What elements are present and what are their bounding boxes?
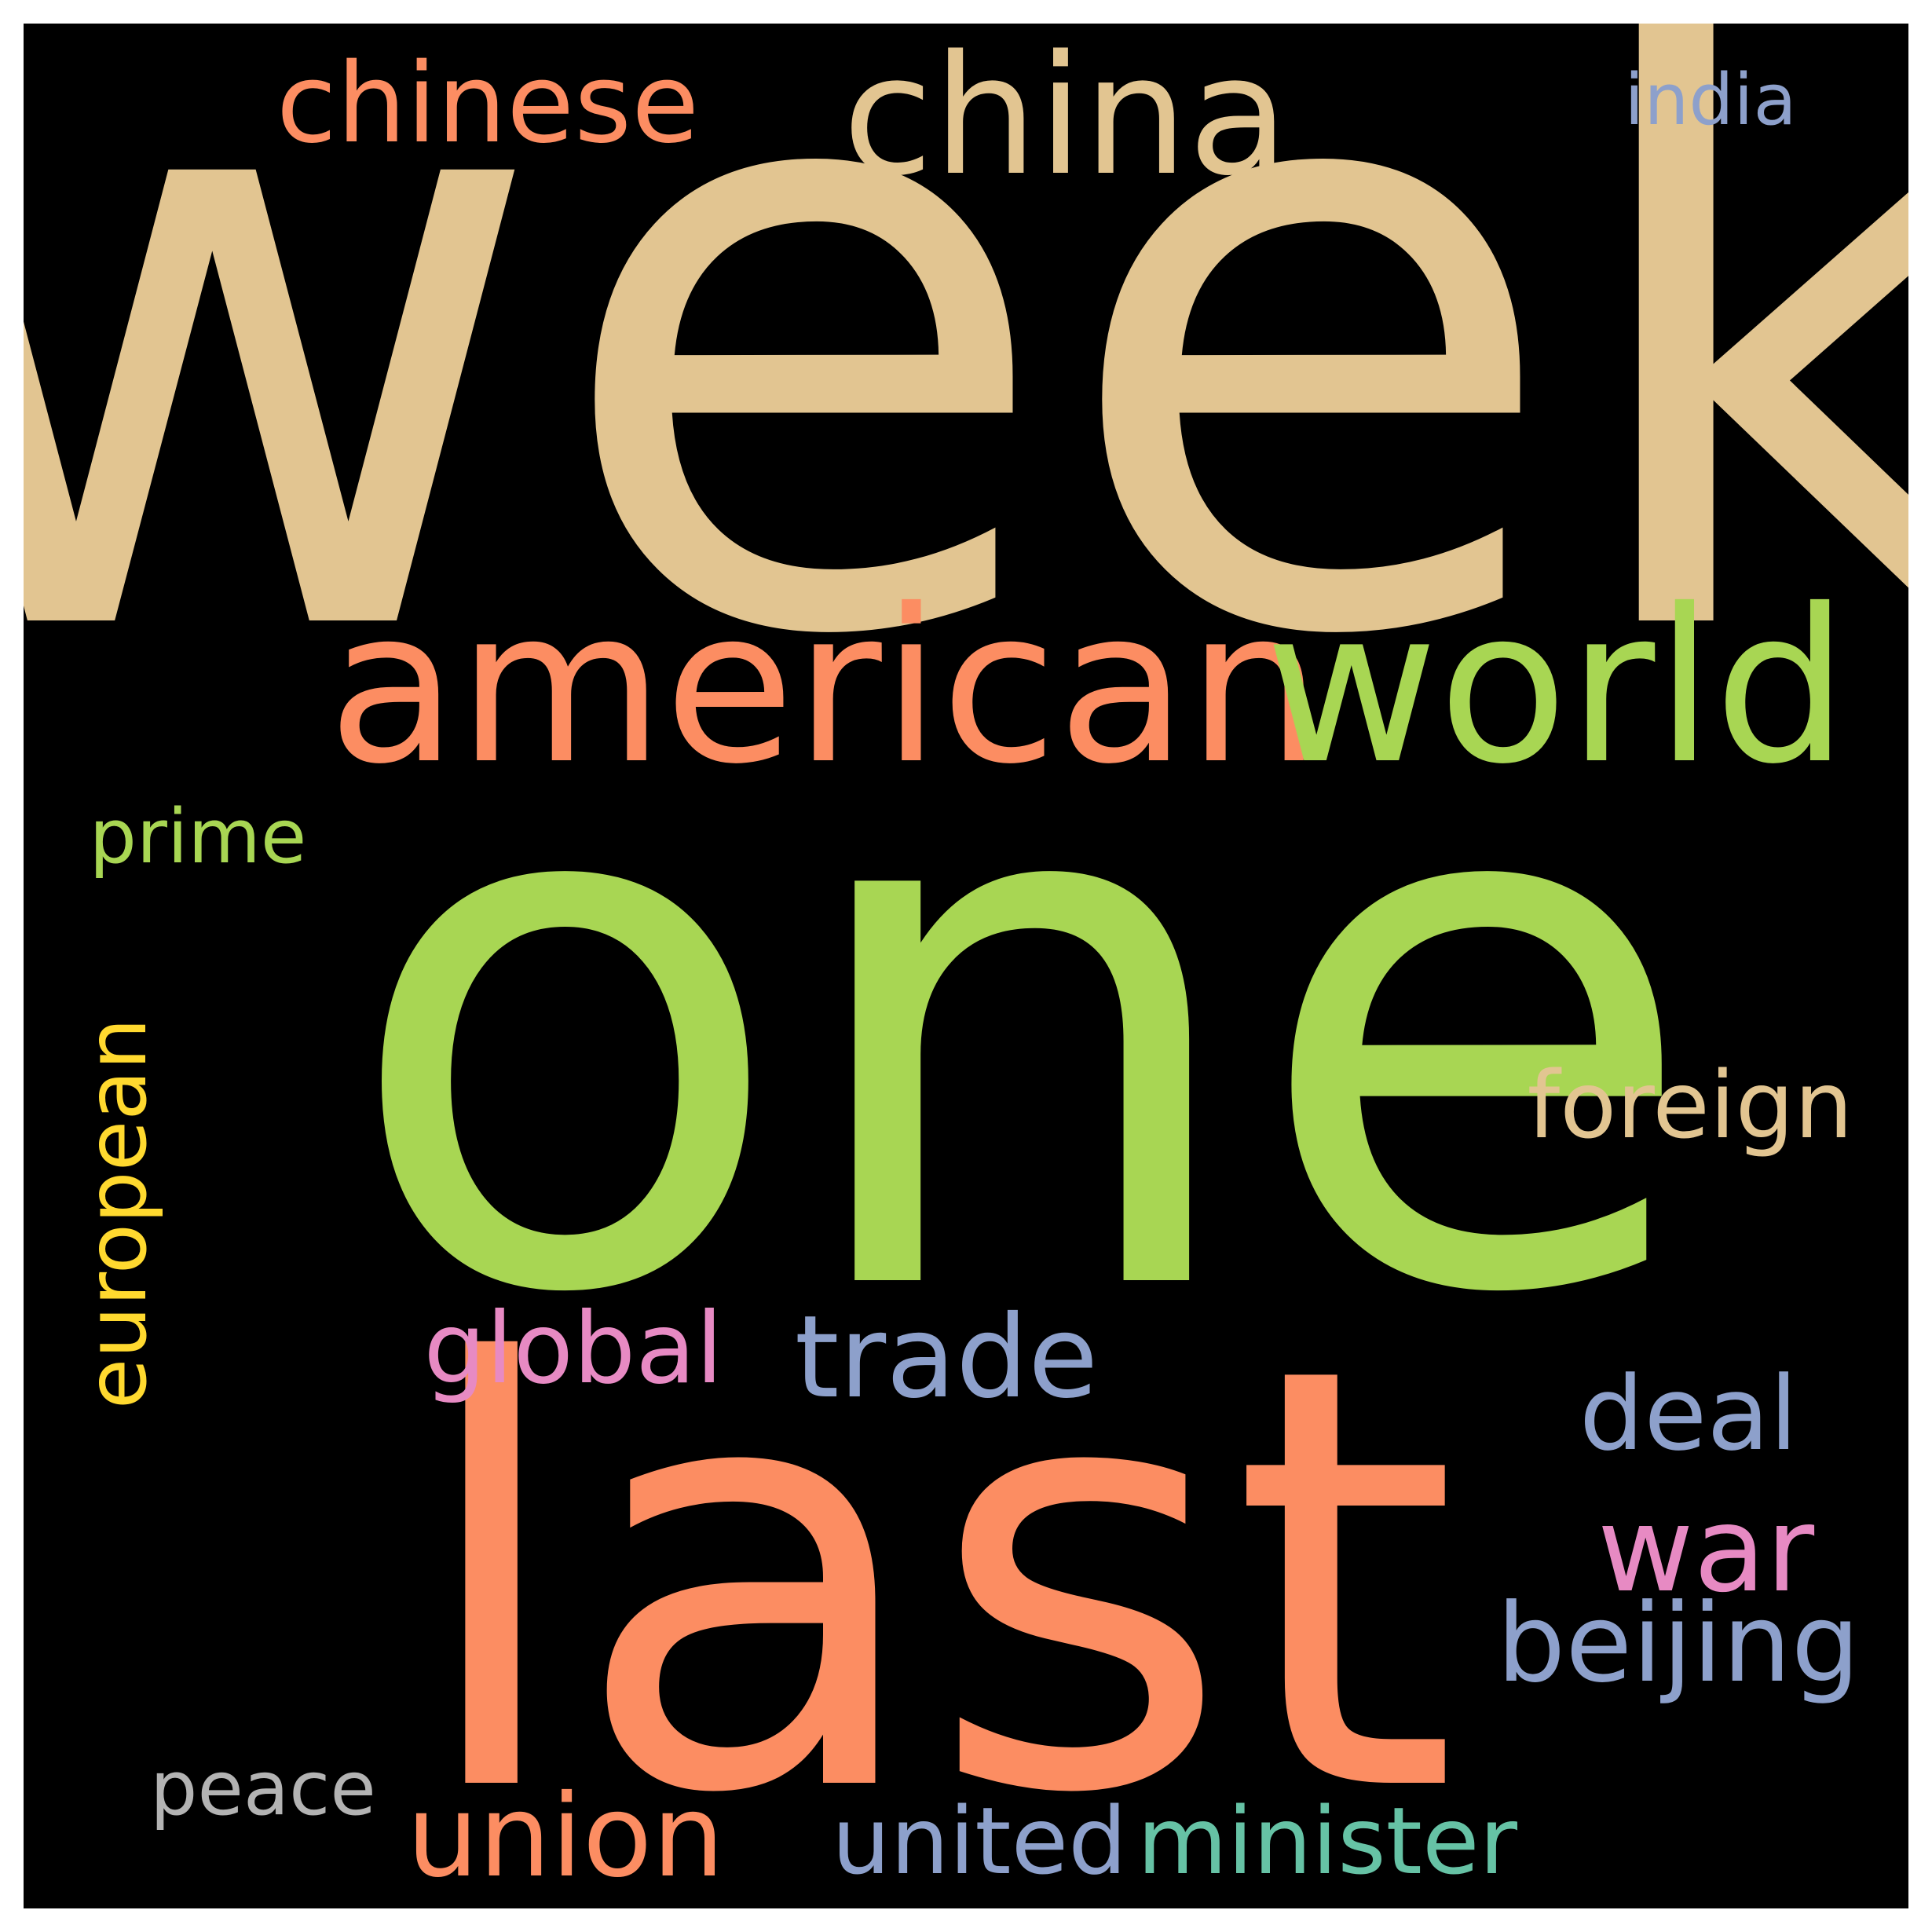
word-chinese: chinese: [276, 40, 700, 168]
word-union: union: [407, 1770, 725, 1903]
word-trade: trade: [795, 1291, 1099, 1424]
word-last: last: [411, 1243, 1459, 1908]
word-united: united: [832, 1787, 1127, 1895]
word-cloud-svg: week one last american world china chine…: [24, 24, 1908, 1908]
word-week: week: [24, 24, 1908, 815]
word-american: american: [327, 563, 1322, 810]
word-european: european: [69, 1018, 165, 1409]
word-beijing: beijing: [1497, 1580, 1861, 1707]
word-prime: prime: [90, 794, 307, 880]
word-one: one: [342, 603, 1701, 1453]
word-china: china: [843, 24, 1290, 212]
word-india: india: [1624, 59, 1796, 141]
word-deal: deal: [1579, 1354, 1798, 1473]
word-cloud: week one last american world china chine…: [24, 24, 1908, 1908]
word-world: world: [1264, 563, 1848, 810]
word-war: war: [1597, 1482, 1815, 1619]
word-minister: minister: [1137, 1787, 1518, 1895]
word-global: global: [423, 1292, 723, 1406]
word-peace: peace: [150, 1746, 376, 1832]
word-foreign: foreign: [1528, 1051, 1853, 1159]
